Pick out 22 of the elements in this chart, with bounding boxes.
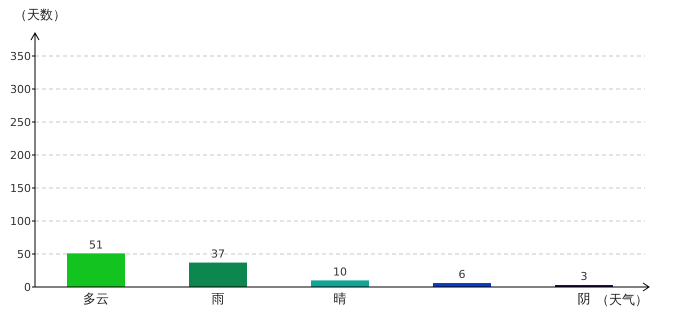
x-tick-label: 雨 <box>212 292 224 307</box>
y-tick-label: 200 <box>10 149 31 162</box>
data-label: 10 <box>333 265 347 278</box>
x-tick-label: 阴 <box>578 292 590 307</box>
x-tick-label: 晴 <box>334 292 346 307</box>
y-tick-label: 300 <box>10 83 31 96</box>
x-tick-label: 多云 <box>83 292 109 307</box>
x-axis-title: （天气） <box>596 293 648 308</box>
bar <box>189 262 247 287</box>
y-tick-label: 50 <box>17 248 31 261</box>
bar <box>67 253 125 287</box>
bar <box>311 280 369 287</box>
data-label: 51 <box>89 238 103 252</box>
y-tick-label: 150 <box>10 182 31 195</box>
y-tick-label: 350 <box>10 50 31 63</box>
y-tick-label: 250 <box>10 116 31 129</box>
data-label: 37 <box>211 248 225 261</box>
data-label: 3 <box>580 270 588 284</box>
data-label: 6 <box>458 268 466 282</box>
y-tick-label: 100 <box>10 215 31 228</box>
y-tick-label: 0 <box>24 281 31 294</box>
y-axis-title: （天数） <box>14 8 66 23</box>
